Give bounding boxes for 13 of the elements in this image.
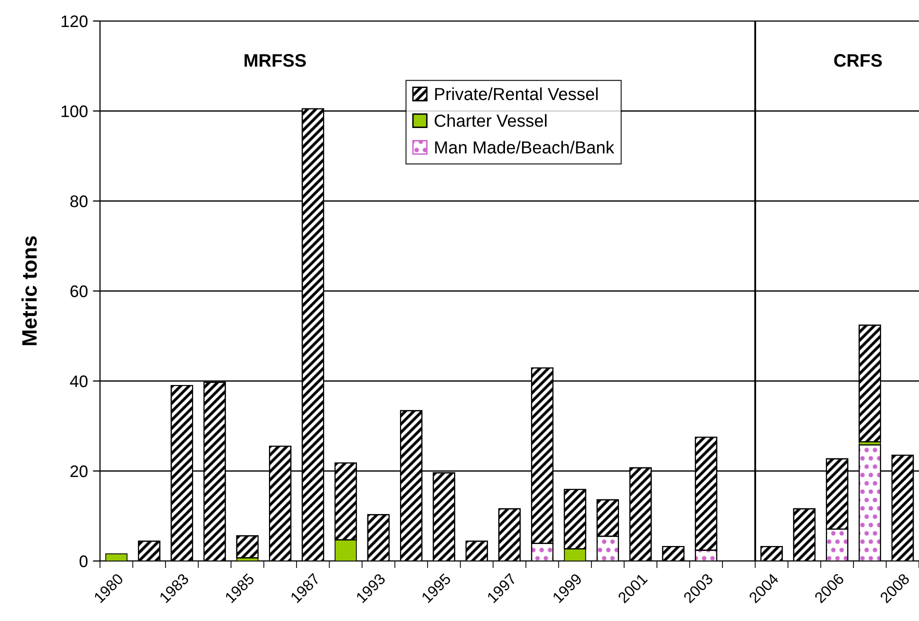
legend-label: Man Made/Beach/Bank [435, 140, 614, 154]
y-tick-label: 80 [70, 195, 88, 208]
legend-label: Private/Rental Vessel [435, 87, 598, 100]
annotation: MRFSS [244, 54, 306, 67]
legend-label: Charter Vessel [434, 114, 546, 127]
y-tick-label: 120 [62, 15, 88, 28]
y-tick-label: 60 [70, 285, 88, 298]
y-tick-label: 100 [62, 105, 88, 118]
y-tick-label: 20 [70, 465, 88, 478]
y-tick-label: 0 [80, 555, 88, 568]
annotation: CRFS [834, 54, 882, 67]
y-axis-title: Metric tons [22, 236, 37, 346]
y-tick-label: 40 [70, 375, 88, 388]
